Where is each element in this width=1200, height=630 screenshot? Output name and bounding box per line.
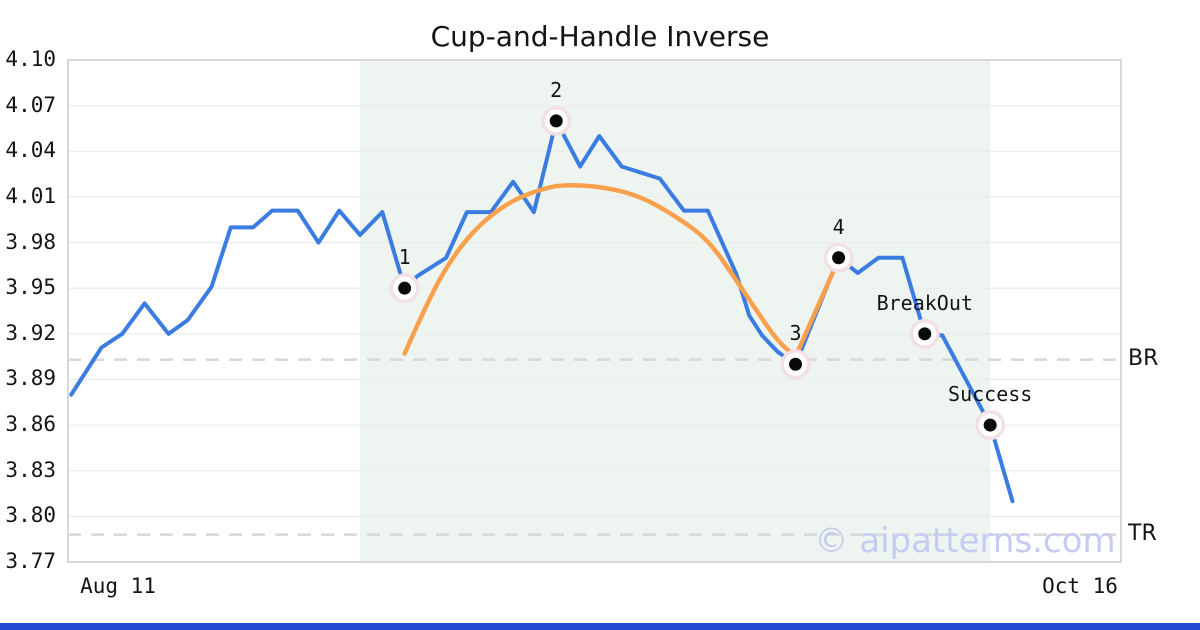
level-label-tr: TR xyxy=(1128,520,1157,546)
marker-label-breakout: BreakOut xyxy=(876,290,973,315)
y-tick-3.95: 3.95 xyxy=(5,275,56,300)
y-tick-3.92: 3.92 xyxy=(5,320,56,345)
series-handle-line xyxy=(793,257,841,359)
marker-dot-success xyxy=(983,418,997,432)
series-cup-arc xyxy=(402,183,798,359)
pattern-shade-region xyxy=(359,60,991,562)
watermark: © aipatterns.com xyxy=(814,521,1116,561)
x-tick-oct-16: Oct 16 xyxy=(1042,574,1118,598)
y-tick-4.07: 4.07 xyxy=(5,92,56,117)
y-tick-3.98: 3.98 xyxy=(5,229,56,254)
y-tick-4.10: 4.10 xyxy=(5,47,56,71)
y-tick-3.89: 3.89 xyxy=(5,366,56,391)
marker-label-point-1: 1 xyxy=(398,245,411,270)
marker-dot-point-1 xyxy=(398,281,412,295)
level-label-br: BR xyxy=(1128,345,1159,371)
marker-label-success: Success xyxy=(948,382,1033,407)
marker-label-point-3: 3 xyxy=(789,321,802,346)
y-tick-3.83: 3.83 xyxy=(5,457,56,482)
brand-bar xyxy=(0,623,1200,630)
marker-dot-breakout xyxy=(918,327,932,341)
y-tick-3.86: 3.86 xyxy=(5,412,56,437)
marker-dot-point-4 xyxy=(832,251,846,265)
x-tick-aug-11: Aug 11 xyxy=(80,574,156,598)
marker-label-point-2: 2 xyxy=(550,77,563,102)
chart-title: Cup-and-Handle Inverse xyxy=(430,20,770,53)
plot-border xyxy=(67,59,1122,563)
y-tick-4.04: 4.04 xyxy=(5,138,56,163)
marker-dot-point-3 xyxy=(789,357,803,371)
y-tick-4.01: 4.01 xyxy=(5,183,56,208)
y-tick-3.77: 3.77 xyxy=(5,549,56,573)
marker-dot-point-2 xyxy=(549,114,563,128)
marker-label-point-4: 4 xyxy=(832,214,845,239)
y-tick-3.80: 3.80 xyxy=(5,503,56,528)
